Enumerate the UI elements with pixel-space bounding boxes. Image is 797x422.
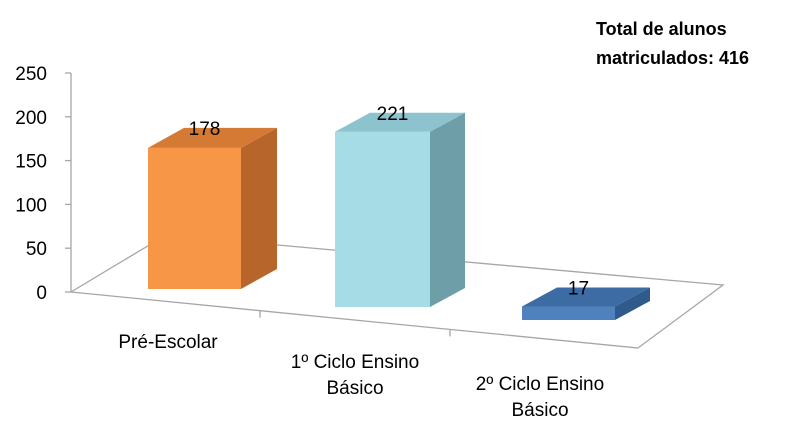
y-tick-label: 0 [36, 283, 47, 304]
y-tick-label: 100 [15, 195, 47, 216]
bar-data-label: 221 [377, 104, 409, 125]
bar-side-face [615, 287, 650, 320]
bar-side-face [241, 127, 277, 289]
bar-side-face [430, 112, 465, 307]
bar-top-face [148, 127, 277, 148]
y-tick-label: 250 [15, 64, 47, 85]
bar-top-face [522, 287, 650, 307]
bar-top-face [335, 112, 465, 132]
floor-plane [68, 234, 725, 349]
category-label: 2º Ciclo Ensino Básico [476, 374, 604, 421]
bar-front-face [148, 147, 241, 289]
bar-data-label: 178 [189, 119, 221, 140]
total-students-note: Total de alunos matriculados: 416 [596, 15, 749, 73]
bar-front-face [522, 306, 615, 320]
bar-data-label: 17 [568, 279, 589, 300]
bar-front-face [335, 131, 430, 307]
note-line-1: Total de alunos [596, 19, 727, 39]
category-label: Pré-Escolar [118, 332, 218, 353]
y-tick-label: 50 [26, 239, 47, 260]
category-label: 1º Ciclo Ensino Básico [291, 352, 419, 399]
note-line-2: matriculados: 416 [596, 48, 750, 68]
y-tick-label: 150 [15, 152, 47, 173]
y-tick-label: 200 [15, 108, 47, 129]
